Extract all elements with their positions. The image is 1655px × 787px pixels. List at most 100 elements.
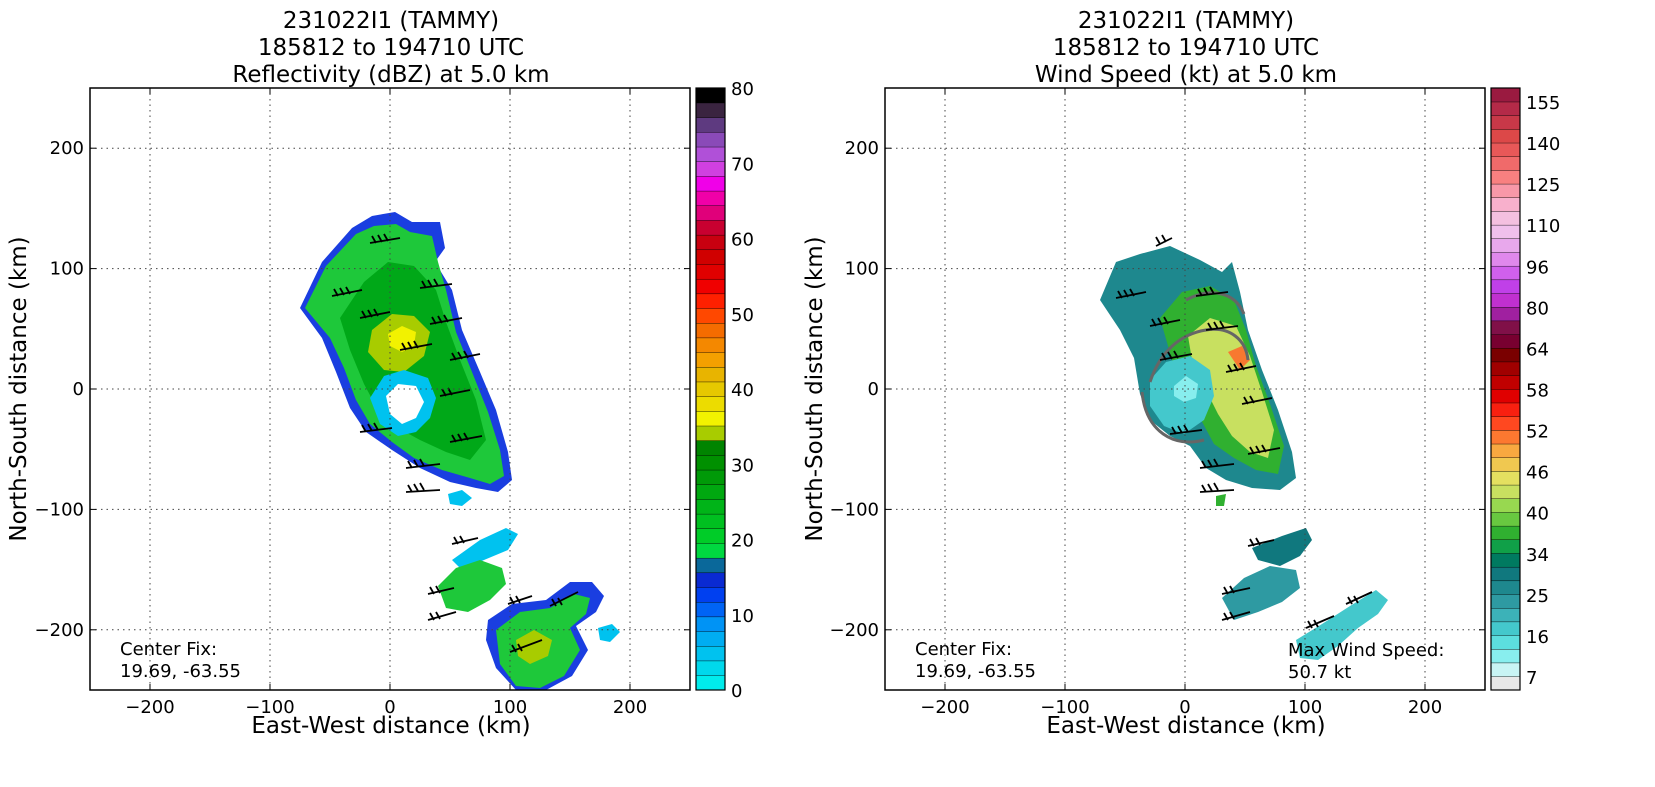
wind-colorbar-tick-label: 96 bbox=[1526, 257, 1549, 278]
wind-colorbar-tick-label: 64 bbox=[1526, 339, 1549, 360]
reflectivity-colorbar-tick-label: 70 bbox=[731, 154, 754, 175]
wind-colorbar-cell bbox=[1490, 293, 1521, 308]
reflectivity-south-blob-2 bbox=[438, 560, 506, 612]
wind-title-line-2: 185812 to 194710 UTC bbox=[1053, 35, 1319, 61]
wind-eye-center bbox=[1174, 376, 1198, 402]
wind-colorbar-cell bbox=[1490, 416, 1521, 431]
wind-colorbar-cell bbox=[1490, 87, 1521, 103]
wind-colorbar-cell bbox=[1490, 306, 1521, 322]
wind-colorbar-cell bbox=[1490, 320, 1521, 335]
reflectivity-colorbar-cell bbox=[695, 675, 726, 691]
wind-xtick-label: 200 bbox=[1408, 697, 1442, 718]
wind-colorbar-tick-label: 25 bbox=[1526, 586, 1549, 607]
reflectivity-colorbar-cell bbox=[695, 557, 726, 574]
wind-xtick-label: 0 bbox=[1179, 697, 1190, 718]
wind-colorbar-cell bbox=[1490, 498, 1521, 513]
wind-colorbar-cell bbox=[1490, 635, 1521, 650]
reflectivity-colorbar-tick-label: 80 bbox=[731, 79, 754, 100]
reflectivity-colorbar-frame bbox=[695, 87, 726, 691]
reflectivity-colorbar-cell bbox=[695, 278, 726, 295]
wind-colorbar-tick-label: 46 bbox=[1526, 463, 1549, 484]
wind-title-line-1: 231022I1 (TAMMY) bbox=[1078, 8, 1294, 34]
reflectivity-xtick-label: −200 bbox=[125, 697, 174, 718]
wind-colorbar-cell bbox=[1490, 238, 1521, 253]
wind-title-line-3: Wind Speed (kt) at 5.0 km bbox=[1035, 62, 1337, 88]
reflectivity-colorbar-cell bbox=[695, 366, 726, 383]
reflectivity-colorbar-cell bbox=[695, 263, 726, 280]
wind-south-blob-4 bbox=[1216, 494, 1226, 506]
wind-colorbar-cell bbox=[1490, 101, 1521, 116]
wind-colorbar-tick-label: 7 bbox=[1526, 668, 1537, 689]
reflectivity-colorbar-cell bbox=[695, 146, 726, 162]
wind-speed-panel: 231022I1 (TAMMY) 185812 to 194710 UTC Wi… bbox=[802, 8, 1560, 739]
wind-colorbar-cell bbox=[1490, 539, 1521, 554]
reflectivity-colorbar-tick-label: 60 bbox=[731, 230, 754, 251]
reflectivity-colorbar-cell bbox=[695, 513, 726, 529]
reflectivity-colorbar-cell bbox=[695, 381, 726, 397]
reflectivity-colorbar-cell bbox=[695, 219, 726, 236]
wind-colorbar-cell bbox=[1490, 402, 1521, 417]
reflectivity-colorbar-cell bbox=[695, 322, 726, 339]
reflectivity-colorbar-cell bbox=[695, 440, 726, 456]
wind-colorbar-cell bbox=[1490, 224, 1521, 239]
reflectivity-colorbar-cell bbox=[695, 425, 726, 441]
reflectivity-ytick-label: −100 bbox=[35, 499, 84, 520]
reflectivity-colorbar-cell bbox=[695, 572, 726, 588]
wind-speed-field bbox=[1100, 246, 1388, 660]
wind-colorbar-tick-label: 40 bbox=[1526, 504, 1549, 525]
wind-xlabel: East-West distance (km) bbox=[1046, 713, 1325, 739]
reflectivity-colorbar-tick-label: 0 bbox=[731, 681, 742, 702]
wind-colorbar-cell bbox=[1490, 484, 1521, 499]
wind-south-blob-1 bbox=[1252, 528, 1312, 566]
reflectivity-south-blob-7 bbox=[448, 490, 472, 506]
reflectivity-ylabel: North-South distance (km) bbox=[6, 236, 32, 541]
wind-colorbar-cell bbox=[1490, 648, 1521, 664]
wind-colorbar-cell bbox=[1490, 621, 1521, 636]
reflectivity-xtick-label: 100 bbox=[493, 697, 527, 718]
wind-center-fix-label: Center Fix: bbox=[915, 639, 1012, 660]
reflectivity-colorbar-cell bbox=[695, 660, 726, 676]
reflectivity-colorbar-cell bbox=[695, 645, 726, 662]
reflectivity-colorbar bbox=[695, 87, 726, 691]
wind-wind-barbs bbox=[1115, 234, 1373, 629]
reflectivity-title-line-1: 231022I1 (TAMMY) bbox=[283, 8, 499, 34]
reflectivity-colorbar-cell bbox=[695, 396, 726, 412]
wind-colorbar-cell bbox=[1490, 210, 1521, 226]
wind-south-blob-3 bbox=[1296, 590, 1388, 660]
wind-colorbar bbox=[1490, 87, 1521, 691]
reflectivity-colorbar-cell bbox=[695, 102, 726, 118]
wind-colorbar-tick-label: 125 bbox=[1526, 175, 1560, 196]
wind-ytick-label: −100 bbox=[830, 499, 879, 520]
reflectivity-colorbar-labels: 0 10 20 30 40 50 60 70 80 bbox=[731, 79, 754, 702]
wind-colorbar-cell bbox=[1490, 156, 1521, 171]
reflectivity-wind-barbs bbox=[331, 233, 579, 653]
reflectivity-colorbar-cell bbox=[695, 631, 726, 647]
wind-colorbar-cell bbox=[1490, 511, 1521, 527]
reflectivity-colorbar-cell bbox=[695, 498, 726, 515]
max-wind-speed-label: Max Wind Speed: bbox=[1288, 640, 1444, 661]
wind-colorbar-tick-label: 80 bbox=[1526, 298, 1549, 319]
reflectivity-colorbar-cell bbox=[695, 528, 726, 544]
wind-colorbar-cell bbox=[1490, 375, 1521, 390]
wind-colorbar-cell bbox=[1490, 251, 1521, 267]
wind-axis-ticks: −200 −100 0 100 200 −200 −100 0 100 200 bbox=[830, 88, 1485, 718]
reflectivity-colorbar-cell bbox=[695, 484, 726, 500]
wind-colorbar-frame bbox=[1490, 87, 1521, 691]
wind-xtick-label: 100 bbox=[1288, 697, 1322, 718]
wind-xtick-label: −200 bbox=[920, 697, 969, 718]
reflectivity-xlabel: East-West distance (km) bbox=[251, 713, 530, 739]
reflectivity-colorbar-cell bbox=[695, 308, 726, 324]
wind-colorbar-tick-label: 52 bbox=[1526, 422, 1549, 443]
reflectivity-xtick-label: 200 bbox=[613, 697, 647, 718]
wind-colorbar-cell bbox=[1490, 334, 1521, 349]
reflectivity-title-line-2: 185812 to 194710 UTC bbox=[258, 35, 524, 61]
wind-colorbar-cell bbox=[1490, 580, 1521, 595]
wind-grid bbox=[885, 88, 1485, 690]
wind-colorbar-cell bbox=[1490, 457, 1521, 472]
reflectivity-colorbar-cell bbox=[695, 454, 726, 471]
reflectivity-colorbar-cell bbox=[695, 190, 726, 206]
reflectivity-colorbar-cell bbox=[695, 87, 726, 104]
reflectivity-colorbar-cell bbox=[695, 234, 726, 251]
wind-ytick-label: −200 bbox=[830, 620, 879, 641]
wind-colorbar-labels: 7 16 25 34 40 46 52 58 64 80 96 110 125 140 155 bbox=[1526, 93, 1560, 689]
